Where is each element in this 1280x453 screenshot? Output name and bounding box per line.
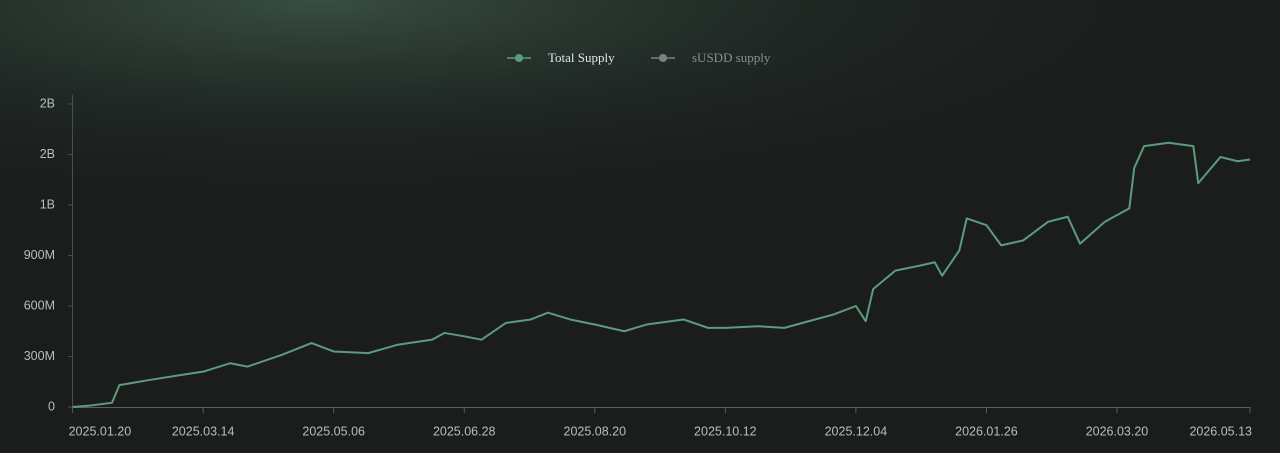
x-tick-label: 2026.03.20 [1086,424,1149,438]
y-tick-label: 2B [40,96,55,110]
y-tick-label: 2B [40,147,55,161]
y-tick-label: 300M [24,349,55,363]
background-glow [0,0,1280,300]
y-tick-label: 1B [40,197,55,211]
legend-label: Total Supply [548,50,615,65]
legend-label: sUSDD supply [692,50,771,65]
x-tick-label: 2025.12.04 [825,424,888,438]
legend-marker [659,54,667,62]
y-tick-label: 600M [24,298,55,312]
x-tick-label: 2025.06.28 [433,424,496,438]
x-tick-label: 2026.01.26 [955,424,1018,438]
y-tick-label: 900M [24,248,55,262]
legend-marker [515,54,523,62]
y-tick-label: 0 [48,399,55,413]
x-tick-label: 2025.03.14 [172,424,235,438]
x-tick-label: 2025.05.06 [302,424,365,438]
x-tick-label: 2026.05.13 [1189,424,1252,438]
series-line [72,141,1251,408]
x-tick-label: 2025.10.12 [694,424,757,438]
x-tick-label: 2025.08.20 [564,424,627,438]
legend: Total Supply sUSDD supply [507,50,771,65]
x-tick-label: 2025.01.20 [69,424,132,438]
